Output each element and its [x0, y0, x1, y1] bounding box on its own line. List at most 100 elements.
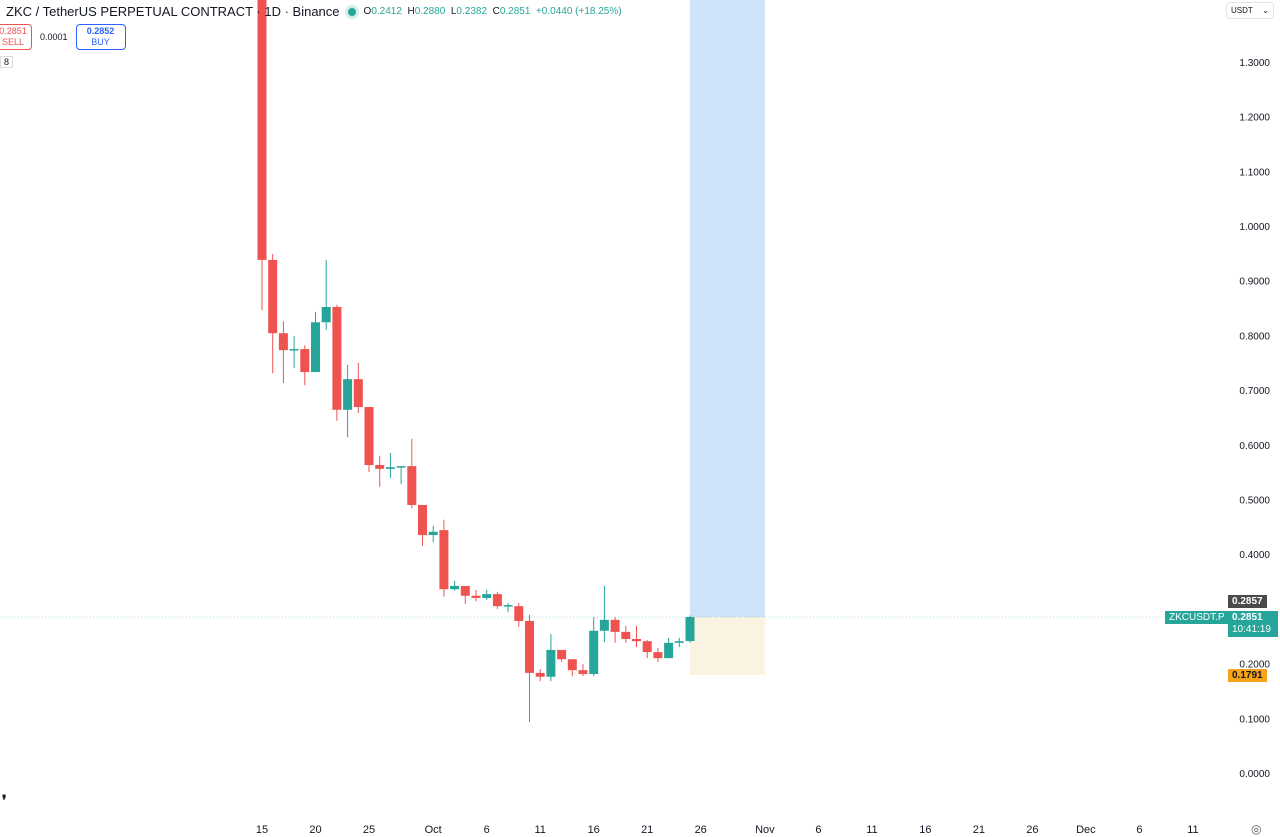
quantity-button[interactable]: 8 — [0, 56, 14, 68]
x-tick-label: Oct — [425, 824, 442, 836]
candle — [385, 453, 395, 479]
y-tick-label: 1.3000 — [1239, 58, 1270, 69]
ohlc-readout: O0.2412 H0.2880 L0.2382 C0.2851 +0.0440 … — [363, 6, 622, 17]
candle-body — [578, 670, 588, 674]
y-tick-label: 1.1000 — [1239, 167, 1270, 178]
y-tick-label: 0.2000 — [1239, 660, 1270, 671]
entry-price-label: 0.2857 — [1228, 595, 1267, 608]
symbol-title[interactable]: ZKC / TetherUS PERPETUAL CONTRACT · 1D ·… — [6, 4, 340, 19]
candle-body — [396, 466, 406, 468]
bar-countdown: 10:41:19 — [1232, 624, 1271, 635]
candle-body — [428, 531, 438, 536]
candle-body — [385, 467, 395, 469]
y-tick-label: 0.5000 — [1239, 496, 1270, 507]
y-tick-label: 0.0000 — [1239, 769, 1270, 780]
x-tick-label: Nov — [755, 824, 775, 836]
low-value: 0.2382 — [456, 6, 488, 17]
candle-body — [482, 594, 492, 598]
candle — [557, 649, 567, 662]
candle — [428, 525, 438, 543]
stop-price-label: 0.1791 — [1228, 669, 1267, 682]
candle — [685, 615, 695, 643]
candle-body — [375, 465, 385, 469]
candle-body — [332, 306, 342, 410]
y-tick-label: 0.7000 — [1239, 386, 1270, 397]
x-tick-label: 11 — [1187, 824, 1198, 836]
candle-body — [418, 504, 427, 536]
candle-body — [289, 349, 299, 351]
candle — [674, 637, 684, 648]
buy-button[interactable]: 0.2852 BUY — [75, 24, 126, 50]
candle-body — [450, 585, 460, 590]
candle-body — [460, 585, 470, 596]
candle — [289, 335, 299, 369]
candle — [257, 0, 267, 311]
candle — [514, 602, 524, 627]
y-tick-label: 0.1000 — [1239, 714, 1270, 725]
candle-body — [599, 619, 609, 631]
candle — [450, 581, 460, 591]
currency-select[interactable]: USDT ⌄ — [1226, 2, 1274, 19]
candle — [407, 438, 417, 509]
candle — [653, 647, 663, 662]
candle — [439, 519, 449, 597]
x-tick-label: 15 — [256, 824, 268, 836]
candle — [546, 634, 556, 682]
candle-body — [653, 652, 663, 659]
spread-value: 0.0001 — [40, 32, 68, 42]
candle-body — [268, 259, 278, 334]
candle-body — [525, 620, 534, 673]
candle-body — [557, 649, 567, 660]
x-tick-label: 11 — [534, 824, 545, 836]
x-tick-label: 6 — [815, 824, 821, 836]
chevron-down-icon: ⌄ — [1262, 6, 1269, 15]
candle-body — [632, 638, 641, 642]
candle — [375, 455, 385, 487]
candle-body — [621, 631, 631, 639]
settings-gear-icon[interactable]: ◎ — [1251, 822, 1262, 836]
x-tick-label: 20 — [309, 824, 321, 836]
candle — [482, 589, 492, 601]
x-tick-label: 16 — [919, 824, 931, 836]
candle-body — [546, 649, 556, 677]
candle-body — [257, 0, 267, 260]
y-tick-label: 0.4000 — [1239, 550, 1270, 561]
candle-body — [610, 619, 620, 632]
candle — [460, 585, 470, 604]
candle-body — [685, 617, 695, 642]
candle — [642, 640, 652, 659]
y-tick-label: 0.6000 — [1239, 441, 1270, 452]
high-value: 0.2880 — [414, 6, 446, 17]
x-tick-label: 21 — [641, 824, 653, 836]
candle-body — [278, 333, 288, 351]
x-tick-label: 11 — [866, 824, 877, 836]
candle — [535, 669, 545, 682]
change-value: +0.0440 (+18.25%) — [535, 6, 622, 17]
candle — [471, 589, 481, 602]
x-tick-label: Dec — [1076, 824, 1096, 836]
candle-body — [364, 407, 374, 466]
candle — [525, 614, 534, 723]
candle-body — [343, 379, 353, 410]
tradingview-logo-icon[interactable]: ❜ — [2, 792, 7, 808]
candle — [278, 321, 288, 383]
x-tick-label: 6 — [484, 824, 490, 836]
sell-button[interactable]: 0.2851 SELL — [0, 24, 32, 50]
candle-body — [492, 594, 502, 607]
x-tick-label: 16 — [588, 824, 600, 836]
candle-body — [514, 606, 524, 621]
candle-body — [311, 322, 320, 373]
x-tick-label: 26 — [695, 824, 707, 836]
close-value: 0.2851 — [499, 6, 531, 17]
candle-body — [439, 530, 449, 590]
candle — [567, 659, 577, 677]
candle-body — [321, 306, 331, 323]
candle — [492, 591, 502, 609]
candle — [300, 345, 310, 386]
candle — [396, 466, 406, 485]
candle — [321, 259, 331, 330]
last-price-label: 0.2851 10:41:19 — [1228, 611, 1278, 637]
candle — [364, 407, 374, 473]
candle-body — [535, 672, 545, 677]
